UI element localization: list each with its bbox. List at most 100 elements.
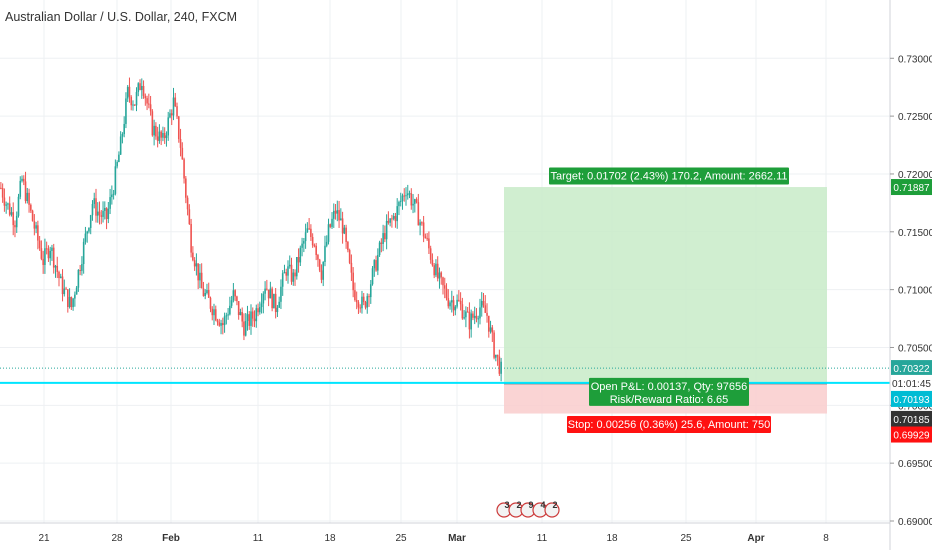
candle-body: [213, 309, 215, 316]
candle-body: [297, 257, 300, 263]
candle-body: [100, 215, 103, 217]
candle-body: [452, 300, 455, 311]
candle-body: [375, 260, 377, 271]
candle-body: [489, 327, 492, 332]
candle-body: [155, 125, 157, 137]
price-tick-label: 0.72000: [898, 170, 932, 181]
candle-body: [119, 136, 122, 155]
position-labels: Target: 0.01702 (2.43%) 170.2, Amount: 2…: [549, 167, 789, 434]
candle-body: [343, 227, 346, 234]
candle-body: [88, 227, 90, 232]
candle-body: [496, 354, 499, 357]
candle-body: [399, 201, 402, 203]
candle-body: [104, 207, 106, 211]
candle-body: [336, 210, 339, 214]
candle-body: [463, 317, 465, 319]
price-tick-label: 0.73000: [898, 54, 932, 65]
countdown-badge-bg: [891, 374, 932, 391]
candle-body: [95, 198, 97, 216]
candle-body: [112, 193, 115, 195]
candle-body: [14, 225, 16, 228]
time-tick-label: Feb: [162, 533, 180, 544]
candle-body: [156, 136, 159, 141]
candle-body: [415, 199, 418, 203]
candle-body: [487, 315, 490, 332]
candle-body: [324, 245, 326, 262]
candle-body: [35, 225, 37, 229]
candle-body: [51, 247, 53, 251]
candle-body: [421, 222, 423, 224]
candle-body: [276, 307, 279, 313]
price-tick-label: 0.72500: [898, 112, 932, 123]
candle-body: [287, 266, 289, 276]
candle-body: [229, 305, 231, 315]
candle-body: [447, 298, 450, 307]
candle-body: [477, 318, 480, 320]
candle-body: [220, 323, 222, 326]
candle-body: [227, 314, 229, 316]
candle-body: [352, 272, 354, 291]
candle-body: [260, 303, 263, 308]
candle-body: [350, 262, 353, 273]
candle-body: [133, 104, 136, 106]
candle-body: [246, 314, 249, 322]
candle-body: [264, 288, 266, 294]
candle-body: [179, 139, 182, 148]
candle-body: [5, 204, 7, 206]
time-tick-label: 28: [111, 533, 123, 544]
candle-body: [361, 296, 363, 309]
target-price-badge: 0.71887: [893, 183, 930, 194]
candle-body: [174, 97, 177, 107]
candle-body: [70, 297, 73, 308]
candle-body: [482, 300, 485, 306]
candle-body: [281, 273, 284, 287]
time-tick-label: 11: [537, 533, 548, 544]
candle-body: [354, 290, 356, 301]
target-price-badge-bg: [891, 179, 932, 196]
candle-body: [218, 322, 221, 326]
event-count: 2: [552, 500, 557, 510]
candle-body: [486, 312, 488, 316]
candle-body: [436, 263, 439, 279]
candle-body: [37, 225, 39, 241]
candle-body: [137, 83, 140, 92]
candle-body: [24, 181, 27, 202]
candle-body: [269, 288, 272, 299]
candle-body: [334, 210, 337, 214]
time-tick-label: 8: [823, 533, 829, 544]
candle-body: [181, 147, 184, 160]
candle-body: [91, 203, 94, 216]
candle-body: [382, 233, 384, 244]
candle-body: [195, 263, 198, 267]
price-tick-label: 0.71500: [898, 228, 932, 239]
candle-body: [466, 311, 469, 313]
candle-body: [484, 305, 487, 313]
candle-body: [142, 85, 145, 96]
candle-body: [225, 315, 228, 317]
candle-body: [429, 248, 432, 260]
crosshair-price-badge-bg: [891, 390, 932, 407]
candle-body: [306, 228, 309, 233]
candle-body: [445, 288, 448, 299]
candle-body: [266, 288, 268, 290]
candle-body: [148, 103, 150, 105]
candle-body: [116, 162, 118, 167]
candle-body: [28, 192, 30, 205]
candle-body: [172, 97, 175, 116]
candle-body: [1, 188, 4, 198]
stop-price-badge-bg: [891, 426, 932, 443]
candle-body: [308, 228, 310, 230]
candle-body: [244, 321, 247, 336]
candle-body: [82, 241, 85, 265]
candle-body: [52, 247, 55, 268]
candle-body: [459, 300, 462, 305]
candle-body: [299, 247, 302, 263]
candle-body: [183, 159, 185, 179]
candle-body: [223, 316, 226, 326]
candle-body: [480, 300, 483, 308]
candle-body: [222, 323, 224, 326]
candle-body: [202, 288, 205, 297]
candle-body: [54, 265, 57, 268]
